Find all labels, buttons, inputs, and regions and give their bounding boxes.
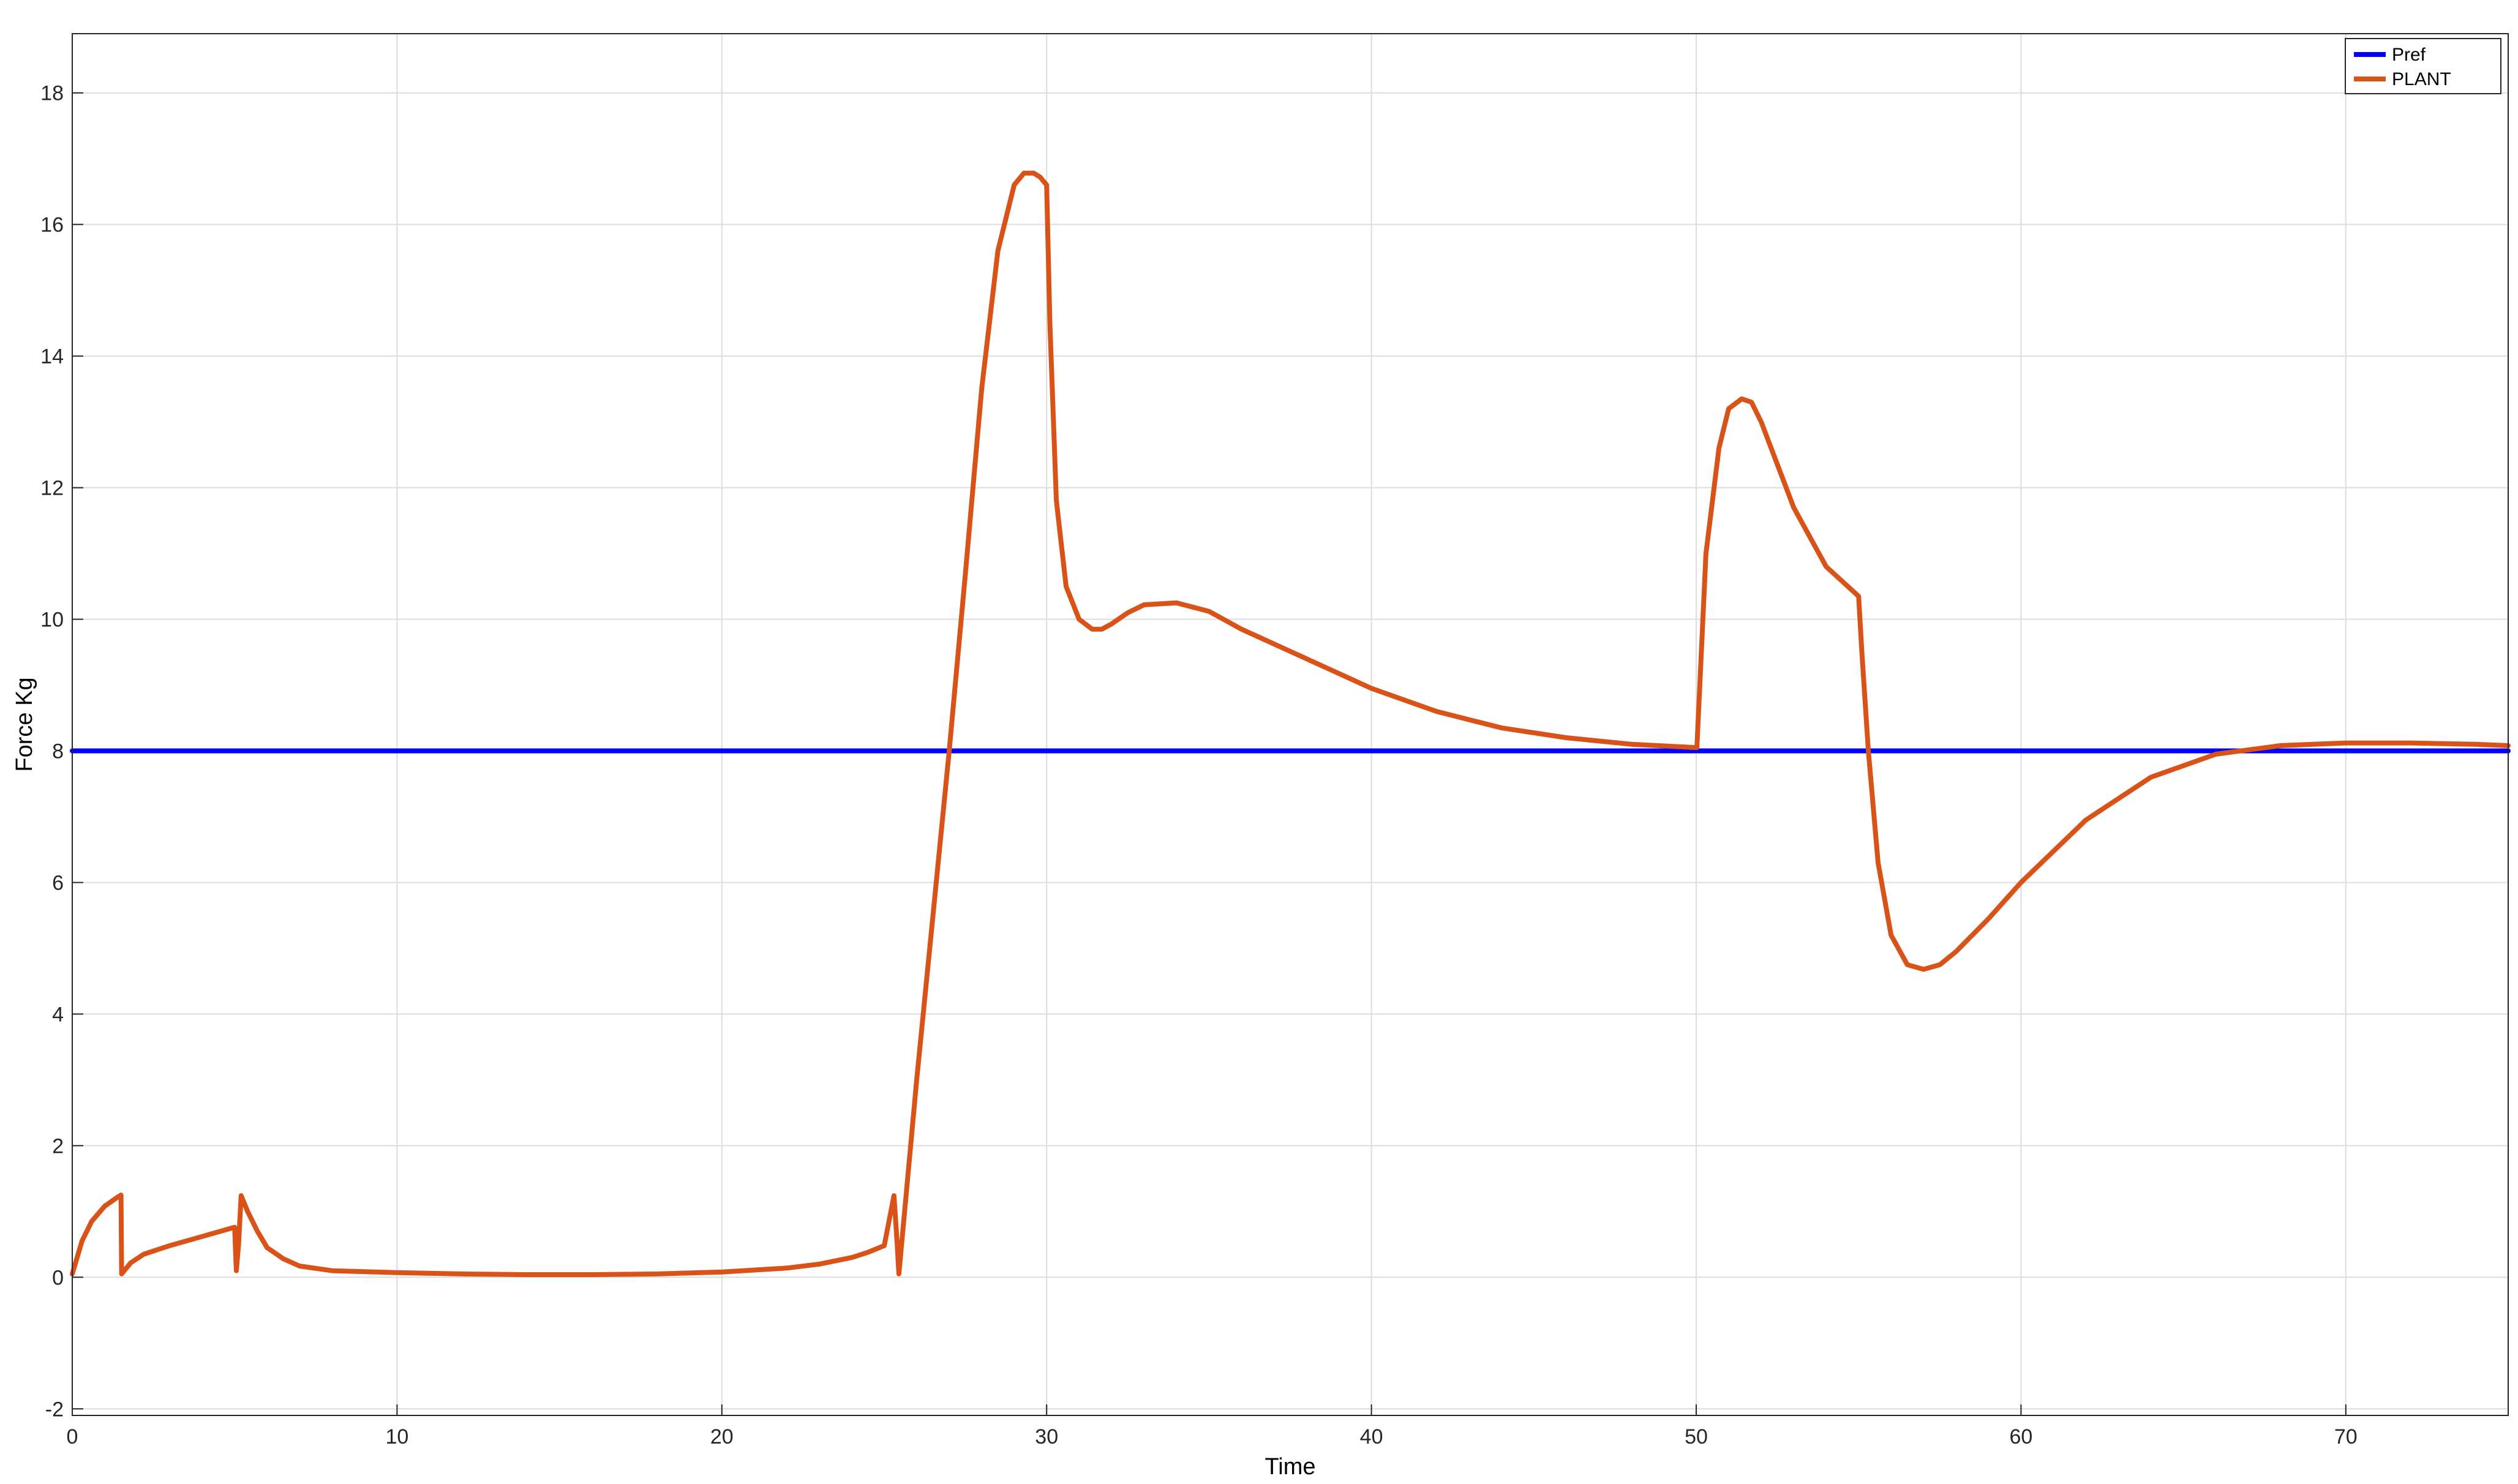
y-tick-label: 0 [52,1266,64,1289]
series-layer [70,170,2511,1277]
y-tick-label: -2 [45,1398,64,1421]
y-tick-label: 16 [40,214,64,237]
y-tick-label: 6 [52,871,64,894]
x-tick-label: 40 [1360,1425,1383,1448]
y-tick-label: 4 [52,1003,64,1026]
y-tick-label: 12 [40,477,64,500]
x-tick-label: 0 [67,1425,78,1448]
x-tick-label: 30 [1035,1425,1058,1448]
legend-label-plant: PLANT [2392,69,2451,89]
series-line-plant [70,170,2511,1277]
x-tick-label: 10 [385,1425,408,1448]
y-axis-label: Force Kg [12,677,37,771]
grid [72,34,2508,1415]
legend: Pref PLANT [2345,38,2501,94]
legend-box [2345,38,2501,94]
x-tick-label: 20 [710,1425,734,1448]
x-tick-label: 70 [2334,1425,2358,1448]
y-tick-label: 18 [40,82,64,105]
axes-box [72,33,2509,1416]
y-tick-label: 10 [40,609,64,632]
y-tick-label: 14 [40,345,64,369]
x-tick-label: 60 [2009,1425,2032,1448]
x-axis-label: Time [1265,1454,1315,1480]
y-tick-label: 2 [52,1134,64,1158]
plot-area [72,34,2508,1415]
y-tick-label: 8 [52,740,64,763]
legend-label-pref: Pref [2392,45,2426,65]
x-tick-label: 50 [1685,1425,1708,1448]
